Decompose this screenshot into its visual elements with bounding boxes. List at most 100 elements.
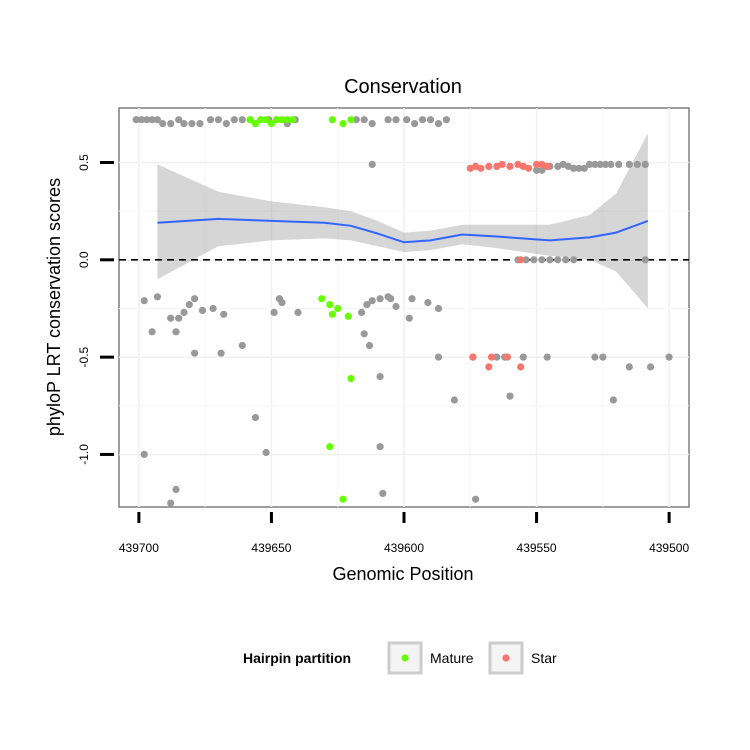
point-other (533, 166, 541, 174)
x-tick-label: 439600 (384, 541, 424, 555)
point-other (647, 363, 655, 371)
legend-swatch-star (502, 654, 510, 662)
point-other (294, 308, 302, 316)
point-other (148, 328, 156, 336)
point-other (434, 120, 443, 128)
point-other (132, 116, 140, 124)
chart-title: Conservation (344, 76, 462, 98)
point-other (615, 160, 623, 168)
point-other (148, 116, 156, 124)
x-tick-label: 439650 (251, 541, 291, 555)
point-mature (347, 116, 355, 124)
point-other (546, 256, 554, 264)
point-mature (267, 120, 275, 128)
point-other (424, 299, 432, 307)
legend: Hairpin partition Mature Star (243, 641, 557, 675)
point-other (379, 489, 387, 497)
point-other (434, 353, 443, 361)
point-other (554, 256, 562, 264)
point-other (188, 120, 196, 128)
point-other (411, 120, 419, 128)
point-mature (262, 116, 270, 124)
point-other (180, 308, 188, 316)
point-other (368, 120, 376, 128)
point-other (140, 450, 148, 458)
point-other (522, 256, 530, 264)
point-mature (328, 310, 336, 318)
point-mature (251, 120, 260, 128)
point-other (262, 448, 270, 457)
point-mature (339, 495, 347, 503)
point-other (159, 120, 167, 128)
point-other (601, 160, 610, 168)
point-other (442, 116, 450, 124)
y-tick-label: -1.0 (77, 444, 91, 465)
point-other (405, 314, 413, 322)
point-other (191, 349, 199, 357)
point-other (360, 116, 368, 124)
point-other (450, 396, 458, 404)
point-other (358, 308, 366, 316)
point-other (665, 353, 673, 361)
point-other (143, 116, 151, 124)
point-star (517, 363, 525, 371)
point-mature (326, 443, 334, 451)
point-other (575, 164, 583, 172)
point-other (217, 349, 225, 357)
point-mature (328, 116, 336, 124)
point-other (230, 116, 238, 124)
point-other (599, 353, 607, 361)
point-other (519, 353, 527, 361)
point-other (270, 308, 278, 316)
point-other (580, 164, 588, 172)
point-mature (273, 116, 281, 124)
point-other (352, 116, 360, 124)
smooth-line (157, 217, 649, 244)
point-other (419, 116, 427, 124)
point-other (167, 499, 175, 507)
point-other (434, 304, 443, 313)
point-other (570, 256, 578, 264)
point-other (209, 304, 217, 313)
point-other (368, 297, 376, 305)
point-mature (334, 304, 342, 313)
y-tick-label: -0.5 (77, 346, 91, 367)
point-other (376, 443, 384, 451)
point-star (517, 256, 525, 264)
point-mature (283, 116, 291, 124)
y-tick-label: 0.0 (77, 251, 91, 268)
legend-label-star: Star (531, 650, 557, 666)
point-other (625, 363, 633, 371)
x-tick-label: 439550 (517, 541, 557, 555)
point-other (214, 116, 222, 124)
point-other (153, 293, 161, 301)
point-star (503, 353, 511, 361)
point-other (591, 353, 599, 361)
point-other (140, 297, 148, 305)
point-other (238, 116, 246, 124)
point-other (153, 116, 161, 124)
point-mature (318, 295, 326, 303)
point-other (408, 295, 416, 303)
point-other (506, 392, 514, 400)
point-star (485, 162, 493, 170)
y-axis: -1.0 -0.5 0.0 0.5 (77, 154, 114, 465)
point-other (222, 120, 230, 128)
point-other (206, 116, 215, 124)
legend-swatch-mature (401, 654, 409, 662)
point-mature (326, 301, 334, 309)
point-other (387, 295, 395, 303)
point-other (175, 314, 183, 322)
point-other (538, 166, 546, 174)
point-other (392, 116, 400, 124)
legend-title: Hairpin partition (243, 650, 351, 666)
point-star (506, 162, 514, 170)
point-other (472, 495, 480, 503)
point-other (185, 301, 193, 309)
point-other (172, 485, 180, 494)
smooth-curve (157, 217, 649, 244)
point-other (538, 256, 546, 264)
x-tick-label: 439500 (649, 541, 689, 555)
point-star (543, 162, 551, 170)
